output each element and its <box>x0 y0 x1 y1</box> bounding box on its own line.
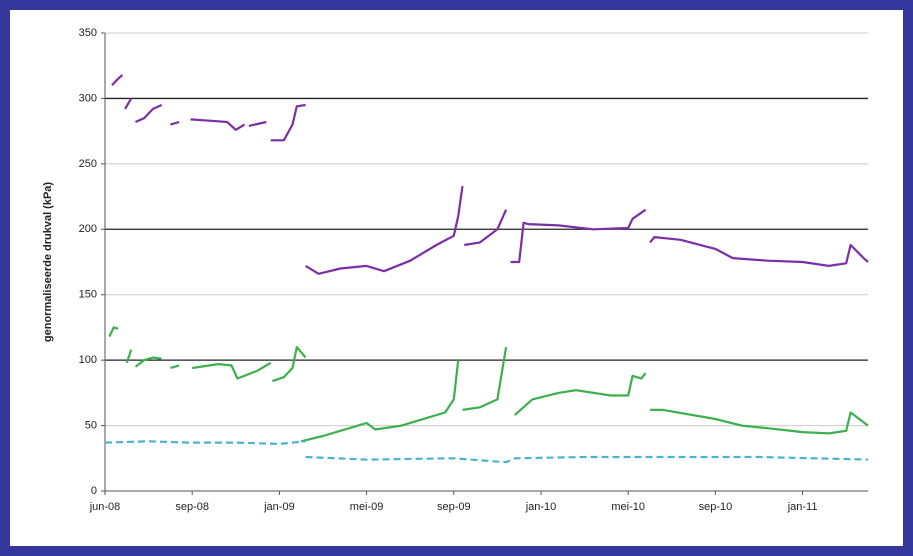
y-tick-label: 0 <box>91 485 97 497</box>
x-tick-label: sep-10 <box>699 501 733 513</box>
x-tick-label: jan-09 <box>263 501 295 513</box>
x-tick-label: mei-10 <box>611 501 645 513</box>
x-tick-label: mei-09 <box>350 501 384 513</box>
x-tick-label: jun-08 <box>89 501 121 513</box>
y-tick-label: 100 <box>79 354 97 366</box>
x-tick-label: jan-10 <box>525 501 557 513</box>
x-tick-label: jan-11 <box>787 501 818 513</box>
data-line <box>108 326 869 443</box>
data-line <box>111 74 869 275</box>
y-tick-label: 150 <box>79 289 97 301</box>
y-tick-label: 50 <box>85 419 97 431</box>
y-tick-label: 350 <box>79 27 97 39</box>
data-line <box>104 440 869 464</box>
x-tick-label: sep-09 <box>437 501 471 513</box>
y-axis-label: genormaliseerde drukval (kPa) <box>42 182 54 343</box>
y-tick-label: 300 <box>79 92 97 104</box>
x-tick-label: sep-08 <box>175 501 209 513</box>
y-tick-label: 200 <box>79 223 97 235</box>
y-tick-label: 250 <box>79 158 97 170</box>
